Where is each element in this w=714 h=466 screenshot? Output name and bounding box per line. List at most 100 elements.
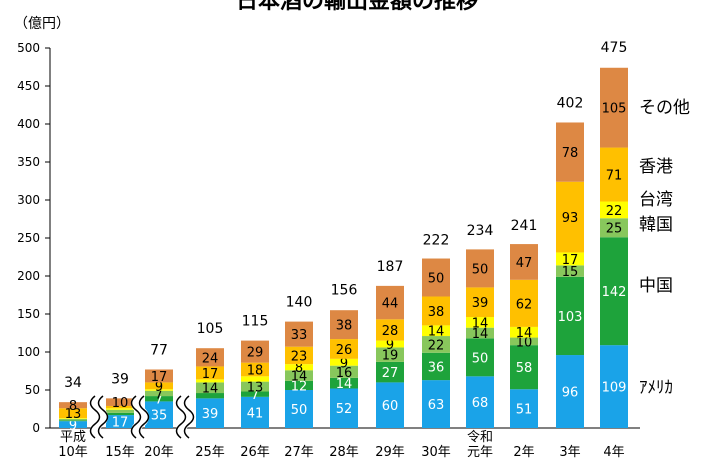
segment-value-label: 9: [340, 356, 348, 371]
bar-segment: [510, 279, 538, 327]
segment-value-label: 13: [65, 407, 82, 422]
segment-value-label: 36: [428, 360, 445, 375]
axis-break-line: [138, 395, 150, 439]
bar-segment: [196, 348, 224, 367]
bar-segment: [600, 218, 628, 238]
bar-segment: [285, 380, 313, 390]
legend-label: 香港: [639, 157, 673, 177]
bar-segment: [466, 249, 494, 288]
segment-value-label: 17: [562, 253, 579, 268]
bar-segment: [285, 390, 313, 428]
bar-segment: [285, 321, 313, 347]
segment-value-label: 7: [155, 387, 163, 402]
bar-segment: [510, 345, 538, 390]
bar-total-label: 34: [64, 375, 82, 391]
bar-total-label: 241: [511, 218, 538, 234]
bar-segment: [106, 398, 134, 406]
y-tick-label: 350: [17, 155, 40, 169]
segment-value-label: 29: [247, 346, 264, 361]
bar-segment: [196, 366, 224, 380]
segment-value-label: 52: [336, 402, 353, 417]
bar-segment: [330, 358, 358, 366]
segment-value-label: 50: [291, 403, 308, 418]
bar-segment: [422, 325, 450, 337]
bar-segment: [376, 382, 404, 428]
y-tick-label: 50: [25, 383, 40, 397]
segment-value-label: 22: [606, 204, 623, 219]
bar-segment: [106, 415, 134, 428]
bar-segment: [510, 244, 538, 280]
axis-break-marks: [89, 392, 195, 442]
axis-break-mask: [176, 392, 194, 442]
segment-value-label: 109: [602, 381, 627, 396]
segment-value-label: 33: [291, 328, 308, 343]
segment-value-label: 12: [291, 379, 308, 394]
segment-value-label: 14: [472, 327, 489, 342]
bar-segment: [241, 396, 269, 428]
y-tick-label: 100: [17, 345, 40, 359]
bar-segment: [241, 362, 269, 377]
segment-value-label: 14: [336, 377, 353, 392]
x-tick-label: 27年: [284, 445, 314, 460]
segment-value-label: 63: [428, 398, 445, 413]
bar-segment: [330, 310, 358, 340]
x-tick-label: 30年: [421, 445, 451, 460]
segment-value-label: 8: [295, 361, 303, 376]
x-tick-label: 3年: [559, 445, 580, 460]
bar-total-label: 402: [557, 95, 584, 111]
segment-value-label: 23: [291, 349, 308, 364]
y-tick-label: 450: [17, 79, 40, 93]
x-tick-label: 25年: [195, 445, 225, 460]
x-tick-label: 2年: [513, 445, 534, 460]
segment-value-label: 7: [155, 393, 163, 408]
x-tick-label: 20年: [144, 445, 174, 460]
segment-value-label: 71: [606, 169, 623, 184]
axis-break-line: [97, 395, 109, 439]
segment-value-label: 8: [69, 399, 77, 414]
segment-value-label: 105: [602, 102, 627, 117]
legend-label: ｱﾒﾘｶ: [639, 378, 673, 398]
bar-segment: [145, 369, 173, 383]
bar-segment: [145, 396, 173, 402]
segment-value-label: 103: [558, 310, 583, 325]
segment-value-label: 10: [112, 396, 129, 411]
bar-stack: 17 10 39: [106, 371, 134, 431]
bar-segment: [422, 296, 450, 326]
bar-total-label: 140: [286, 295, 313, 311]
bar-segment: [145, 390, 173, 397]
legend-label: 中国: [639, 276, 673, 296]
bar-segment: [145, 389, 173, 391]
legend-label: 韓国: [639, 215, 673, 235]
bar-segment: [196, 379, 224, 383]
bar-segment: [556, 265, 584, 277]
segment-value-label: 41: [247, 406, 264, 421]
bar-total-label: 39: [111, 371, 129, 387]
segment-value-label: 18: [247, 363, 264, 378]
bar-segment: [285, 346, 313, 365]
segment-value-label: 68: [472, 396, 489, 411]
segment-value-label: 51: [516, 403, 533, 418]
bar-segment: [241, 340, 269, 363]
axis-break-mask: [131, 392, 149, 442]
y-axis-unit-label: （億円）: [14, 16, 70, 32]
segment-value-label: 17: [151, 370, 168, 385]
bar-segment: [241, 391, 269, 397]
bar-segment: [422, 380, 450, 428]
segment-value-label: 19: [382, 349, 399, 364]
bar-segment: [376, 347, 404, 362]
bar-total-label: 234: [467, 223, 494, 239]
legend: ｱﾒﾘｶ 中国 韓国 台湾 香港 その他: [639, 98, 690, 398]
axis-break-line: [183, 395, 195, 439]
segment-value-label: 47: [516, 256, 533, 271]
x-tick-label: 10年: [58, 445, 88, 460]
bar-segment: [330, 388, 358, 428]
segment-value-label: 44: [382, 297, 399, 312]
y-tick-label: 400: [17, 117, 40, 131]
y-tick-label: 250: [17, 231, 40, 245]
